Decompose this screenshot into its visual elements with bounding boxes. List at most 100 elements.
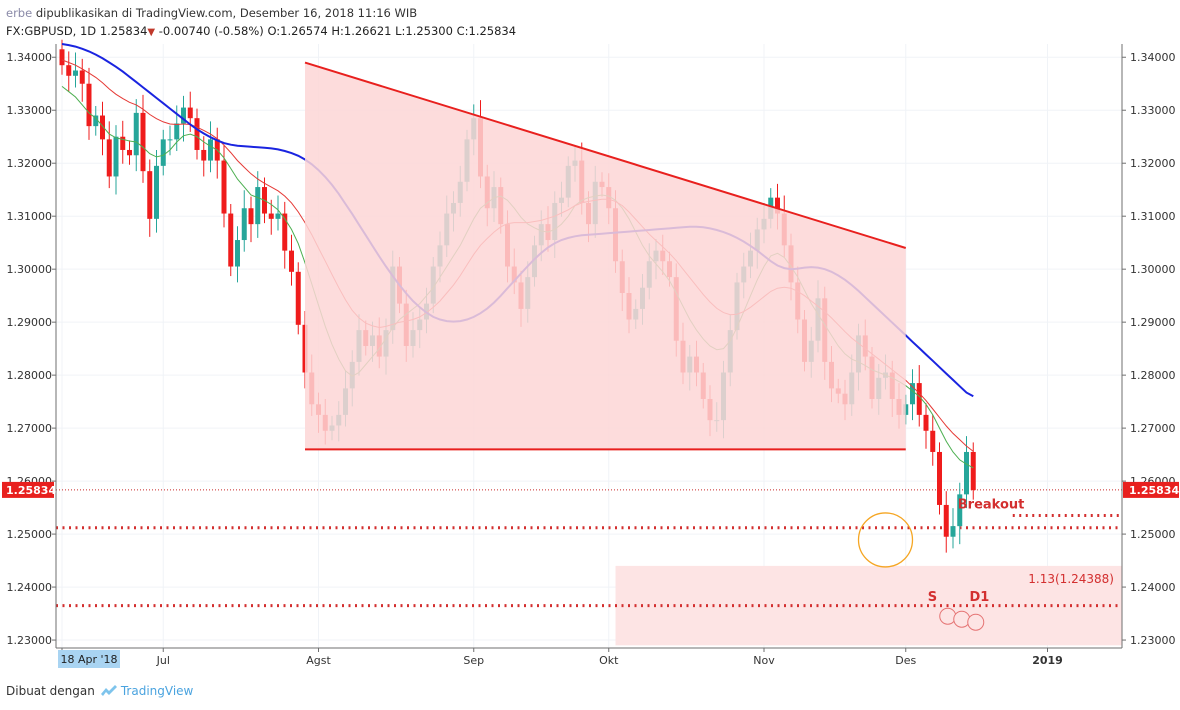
event-flag-icon bbox=[939, 607, 957, 625]
tradingview-brand[interactable]: TradingView bbox=[120, 684, 194, 698]
y-tick-label: 1.24000 bbox=[1130, 581, 1176, 594]
candle-body bbox=[187, 107, 193, 119]
y-tick-label-left: 1.34000 bbox=[7, 51, 53, 64]
y-tick-label: 1.29000 bbox=[1130, 316, 1176, 329]
candle-body bbox=[275, 213, 281, 219]
candle-body bbox=[964, 451, 969, 495]
publish-text: dipublikasikan di TradingView.com, Desem… bbox=[32, 6, 418, 20]
candle-body bbox=[194, 118, 200, 150]
candle-body bbox=[255, 187, 261, 225]
axes: 1.23000 1.23000 1.24000 1.24000 1.25000 1.250… bbox=[2, 44, 1180, 668]
y-tick-label: 1.33000 bbox=[1130, 104, 1176, 117]
s-label: S bbox=[928, 590, 937, 605]
symbol-label: FX:GBPUSD, 1D bbox=[6, 24, 97, 38]
y-tick-label-left: 1.25000 bbox=[7, 528, 53, 541]
candle-body bbox=[268, 213, 274, 219]
breakout-label: Breakout bbox=[958, 498, 1025, 513]
candle-body bbox=[86, 83, 92, 127]
candle-body bbox=[174, 123, 180, 140]
candle-body bbox=[73, 70, 78, 76]
last-price-tag bbox=[1123, 481, 1179, 498]
candle-body bbox=[106, 139, 112, 177]
triangle-fill bbox=[305, 62, 906, 450]
annotations: Breakout 1.13(1.24388) D1 S bbox=[857, 498, 1114, 631]
candle-body bbox=[113, 136, 119, 177]
y-tick-label-left: 1.28000 bbox=[7, 369, 53, 382]
candle-body bbox=[160, 139, 166, 166]
candle-body bbox=[228, 213, 234, 267]
last-price-tag-left bbox=[2, 481, 54, 498]
candle-body bbox=[775, 197, 780, 214]
price-levels bbox=[56, 489, 1122, 608]
candle-body bbox=[140, 112, 146, 172]
candle-body bbox=[937, 451, 942, 505]
breakout-circle bbox=[857, 512, 914, 568]
y-tick-label: 1.31000 bbox=[1130, 210, 1176, 223]
candle-body bbox=[93, 115, 99, 127]
candle-body bbox=[120, 136, 126, 150]
x-tick-label: Nov bbox=[753, 654, 775, 667]
d1-label: D1 bbox=[970, 590, 990, 605]
x-tick-label: Des bbox=[895, 654, 916, 667]
candle-body bbox=[930, 430, 936, 452]
candle-body bbox=[147, 171, 153, 219]
x-tick-label: Jul bbox=[156, 654, 170, 667]
symbol-info: FX:GBPUSD, 1D 1.25834▼ -0.00740 (-0.58%)… bbox=[6, 24, 516, 40]
last-price-tag-left-label: 1.25834 bbox=[6, 484, 56, 497]
event-flag-icon bbox=[953, 610, 971, 628]
last-price-tag-label: 1.25834 bbox=[1129, 484, 1179, 497]
x-tick-label: 18 Apr '18 bbox=[60, 653, 117, 666]
x-tick-label: Sep bbox=[463, 654, 484, 667]
footer: Dibuat dengan TradingView bbox=[6, 684, 193, 699]
candle-body bbox=[181, 107, 186, 124]
y-tick-label: 1.23000 bbox=[1130, 634, 1176, 647]
candle-body bbox=[248, 208, 254, 225]
price-change: -0.00740 (-0.58%) bbox=[158, 24, 264, 38]
x-tick-label: Okt bbox=[599, 654, 619, 667]
candle-body bbox=[167, 139, 173, 141]
publish-info: erbe dipublikasikan di TradingView.com, … bbox=[6, 6, 417, 20]
candle-body bbox=[79, 70, 85, 84]
tradingview-logo-icon bbox=[100, 684, 117, 699]
y-tick-label-left: 1.24000 bbox=[7, 581, 53, 594]
y-tick-label-left: 1.32000 bbox=[7, 157, 53, 170]
x-tick-label: Agst bbox=[306, 654, 331, 667]
y-tick-label-left: 1.23000 bbox=[7, 634, 53, 647]
candle-body bbox=[221, 160, 227, 214]
fib-label: 1.13(1.24388) bbox=[1028, 572, 1114, 586]
y-tick-label: 1.32000 bbox=[1130, 157, 1176, 170]
resistance-trendline bbox=[304, 61, 907, 249]
date-cursor-tag bbox=[58, 650, 120, 668]
candle-body bbox=[100, 115, 105, 140]
triangle-pattern bbox=[304, 61, 907, 451]
candle-body bbox=[66, 65, 72, 76]
candle-body bbox=[282, 213, 288, 251]
ohlc-values: O:1.26574 H:1.26621 L:1.25300 C:1.25834 bbox=[267, 24, 517, 38]
x-tick-label: 2019 bbox=[1032, 654, 1063, 667]
y-tick-label: 1.30000 bbox=[1130, 263, 1176, 276]
y-tick-label-left: 1.30000 bbox=[7, 263, 53, 276]
candle-body bbox=[133, 112, 139, 156]
candle-body bbox=[154, 165, 159, 219]
candle-body bbox=[910, 383, 915, 405]
candle-body bbox=[241, 208, 247, 241]
candle-body bbox=[201, 149, 207, 161]
down-arrow-icon: ▼ bbox=[147, 27, 156, 38]
candle-body bbox=[59, 49, 65, 66]
candle-body bbox=[289, 250, 294, 272]
candle-body bbox=[943, 504, 949, 537]
author-name[interactable]: erbe bbox=[6, 6, 33, 20]
y-tick-label-left: 1.29000 bbox=[7, 316, 53, 329]
y-tick-label: 1.25000 bbox=[1130, 528, 1176, 541]
event-flag-icon bbox=[967, 613, 985, 631]
candle-body bbox=[127, 149, 132, 156]
candle-body bbox=[208, 139, 213, 161]
y-tick-label-left: 1.33000 bbox=[7, 104, 53, 117]
candle-body bbox=[957, 494, 963, 527]
candle-body bbox=[923, 414, 929, 431]
y-tick-label: 1.34000 bbox=[1130, 51, 1176, 64]
candle-body bbox=[970, 451, 976, 491]
made-with-label: Dibuat dengan bbox=[6, 684, 95, 698]
candle-body bbox=[295, 271, 301, 325]
